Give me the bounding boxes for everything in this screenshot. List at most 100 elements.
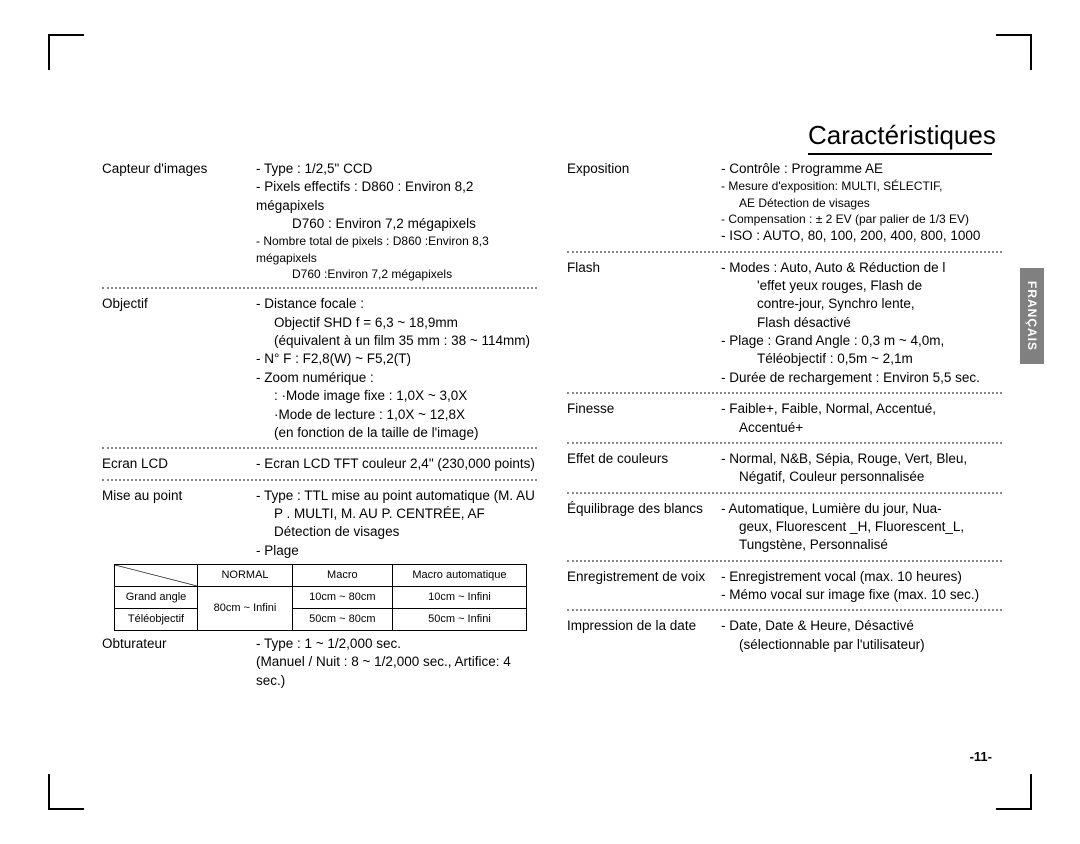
spec-line: - Zoom numérique :	[256, 369, 537, 387]
spec-line: - Compensation : ± 2 EV (par palier de 1…	[721, 211, 1002, 227]
divider-dots	[567, 609, 1002, 611]
page-title: Caractéristiques	[808, 120, 992, 155]
focus-range-table: NORMAL Macro Macro automatique Grand ang…	[114, 564, 527, 631]
divider-dots	[567, 560, 1002, 562]
spec-line: (en fonction de la taille de l'image)	[256, 424, 537, 442]
spec-line: - Faible+, Faible, Normal, Accentué,	[721, 400, 1002, 418]
spec-label: Équilibrage des blancs	[567, 500, 721, 555]
spec-body: - Faible+, Faible, Normal, Accentué, Acc…	[721, 400, 1002, 437]
spec-color-effect: Effet de couleurs - Normal, N&B, Sépia, …	[567, 450, 1002, 487]
crop-mark	[48, 34, 84, 36]
spec-label: Mise au point	[102, 487, 256, 560]
table-header: NORMAL	[198, 565, 293, 587]
spec-label: Finesse	[567, 400, 721, 437]
divider-dots	[567, 492, 1002, 494]
spec-focus: Mise au point - Type : TTL mise au point…	[102, 487, 537, 560]
spec-line: - Modes : Auto, Auto & Réduction de l	[721, 259, 1002, 277]
spec-exposure: Exposition - Contrôle : Programme AE - M…	[567, 160, 1002, 246]
spec-body: - Date, Date & Heure, Désactivé (sélecti…	[721, 617, 1002, 654]
spec-line: - Normal, N&B, Sépia, Rouge, Vert, Bleu,	[721, 450, 1002, 468]
spec-line: - Type : 1/2,5" CCD	[256, 160, 537, 178]
left-column: Capteur d'images - Type : 1/2,5" CCD - P…	[102, 160, 537, 690]
spec-label: Objectif	[102, 295, 256, 442]
spec-line: Détection de visages	[256, 523, 537, 541]
table-cell: 10cm ~ 80cm	[293, 587, 393, 609]
spec-line: AE Détection de visages	[721, 195, 1002, 211]
divider-dots	[102, 479, 537, 481]
spec-body: - Automatique, Lumière du jour, Nua- geu…	[721, 500, 1002, 555]
divider-dots	[102, 287, 537, 289]
spec-line: Flash désactivé	[721, 314, 1002, 332]
spec-body: - Ecran LCD TFT couleur 2,4" (230,000 po…	[256, 455, 537, 473]
spec-label: Obturateur	[102, 635, 256, 690]
spec-line: 'effet yeux rouges, Flash de	[721, 277, 1002, 295]
spec-line: Accentué+	[721, 419, 1002, 437]
divider-dots	[102, 447, 537, 449]
language-tab: FRANÇAIS	[1020, 268, 1044, 364]
spec-body: - Contrôle : Programme AE - Mesure d'exp…	[721, 160, 1002, 246]
crop-mark	[996, 34, 1032, 36]
spec-line: D760 :Environ 7,2 mégapixels	[256, 266, 537, 282]
spec-body: - Distance focale : Objectif SHD f = 6,3…	[256, 295, 537, 442]
spec-line: Négatif, Couleur personnalisée	[721, 468, 1002, 486]
spec-line: (Manuel / Nuit : 8 ~ 1/2,000 sec., Artif…	[256, 653, 537, 690]
crop-mark	[1030, 774, 1032, 810]
table-cell: 50cm ~ 80cm	[293, 608, 393, 630]
spec-label: Flash	[567, 259, 721, 388]
spec-label: Impression de la date	[567, 617, 721, 654]
spec-line: - Mesure d'exposition: MULTI, SÉLECTIF,	[721, 178, 1002, 194]
spec-sharpness: Finesse - Faible+, Faible, Normal, Accen…	[567, 400, 1002, 437]
spec-line: - ISO : AUTO, 80, 100, 200, 400, 800, 10…	[721, 227, 1002, 245]
spec-line: - Automatique, Lumière du jour, Nua-	[721, 500, 1002, 518]
spec-line: D760 : Environ 7,2 mégapixels	[256, 215, 537, 233]
spec-label: Exposition	[567, 160, 721, 246]
spec-line: - Plage	[256, 542, 537, 560]
spec-line: - Ecran LCD TFT couleur 2,4" (230,000 po…	[256, 455, 537, 473]
spec-line: - Nombre total de pixels : D860 :Environ…	[256, 233, 537, 266]
spec-date-imprint: Impression de la date - Date, Date & Heu…	[567, 617, 1002, 654]
spec-label: Effet de couleurs	[567, 450, 721, 487]
table-cell: 80cm ~ Infini	[198, 587, 293, 631]
spec-body: - Type : 1 ~ 1/2,000 sec. (Manuel / Nuit…	[256, 635, 537, 690]
spec-body: - Type : 1/2,5" CCD - Pixels effectifs :…	[256, 160, 537, 282]
crop-mark	[996, 808, 1032, 810]
divider-dots	[567, 251, 1002, 253]
spec-columns: Capteur d'images - Type : 1/2,5" CCD - P…	[102, 160, 1002, 690]
spec-line: Téléobjectif : 0,5m ~ 2,1m	[721, 350, 1002, 368]
page-number: -11-	[970, 749, 992, 764]
spec-body: - Modes : Auto, Auto & Réduction de l 'e…	[721, 259, 1002, 388]
spec-label: Enregistrement de voix	[567, 568, 721, 605]
spec-line: : ·Mode image fixe : 1,0X ~ 3,0X	[256, 387, 537, 405]
spec-sensor: Capteur d'images - Type : 1/2,5" CCD - P…	[102, 160, 537, 282]
spec-line: (sélectionnable par l'utilisateur)	[721, 636, 1002, 654]
spec-line: - Durée de rechargement : Environ 5,5 se…	[721, 369, 1002, 387]
spec-line: Tungstène, Personnalisé	[721, 536, 1002, 554]
table-diag-header	[115, 565, 198, 587]
spec-line: (équivalent à un film 35 mm : 38 ~ 114mm…	[256, 332, 537, 350]
spec-line: - N° F : F2,8(W) ~ F5,2(T)	[256, 350, 537, 368]
spec-shutter: Obturateur - Type : 1 ~ 1/2,000 sec. (Ma…	[102, 635, 537, 690]
spec-line: - Pixels effectifs : D860 : Environ 8,2 …	[256, 178, 537, 215]
spec-body: - Enregistrement vocal (max. 10 heures) …	[721, 568, 1002, 605]
spec-line: - Mémo vocal sur image fixe (max. 10 sec…	[721, 586, 1002, 604]
spec-line: Objectif SHD f = 6,3 ~ 18,9mm	[256, 314, 537, 332]
table-cell: 50cm ~ Infini	[392, 608, 527, 630]
spec-line: - Date, Date & Heure, Désactivé	[721, 617, 1002, 635]
spec-lcd: Ecran LCD - Ecran LCD TFT couleur 2,4" (…	[102, 455, 537, 473]
spec-lens: Objectif - Distance focale : Objectif SH…	[102, 295, 537, 442]
spec-label: Ecran LCD	[102, 455, 256, 473]
spec-body: - Type : TTL mise au point automatique (…	[256, 487, 537, 560]
table-header: Macro automatique	[392, 565, 527, 587]
spec-line: ·Mode de lecture : 1,0X ~ 12,8X	[256, 406, 537, 424]
table-rowhead: Téléobjectif	[115, 608, 198, 630]
spec-line: - Distance focale :	[256, 295, 537, 313]
spec-line: - Enregistrement vocal (max. 10 heures)	[721, 568, 1002, 586]
spec-line: - Type : 1 ~ 1/2,000 sec.	[256, 635, 537, 653]
table-rowhead: Grand angle	[115, 587, 198, 609]
spec-flash: Flash - Modes : Auto, Auto & Réduction d…	[567, 259, 1002, 388]
crop-mark	[48, 774, 50, 810]
spec-line: - Contrôle : Programme AE	[721, 160, 1002, 178]
spec-line: geux, Fluorescent _H, Fluorescent_L,	[721, 518, 1002, 536]
spec-line: - Type : TTL mise au point automatique (…	[256, 487, 537, 505]
spec-voice-recording: Enregistrement de voix - Enregistrement …	[567, 568, 1002, 605]
